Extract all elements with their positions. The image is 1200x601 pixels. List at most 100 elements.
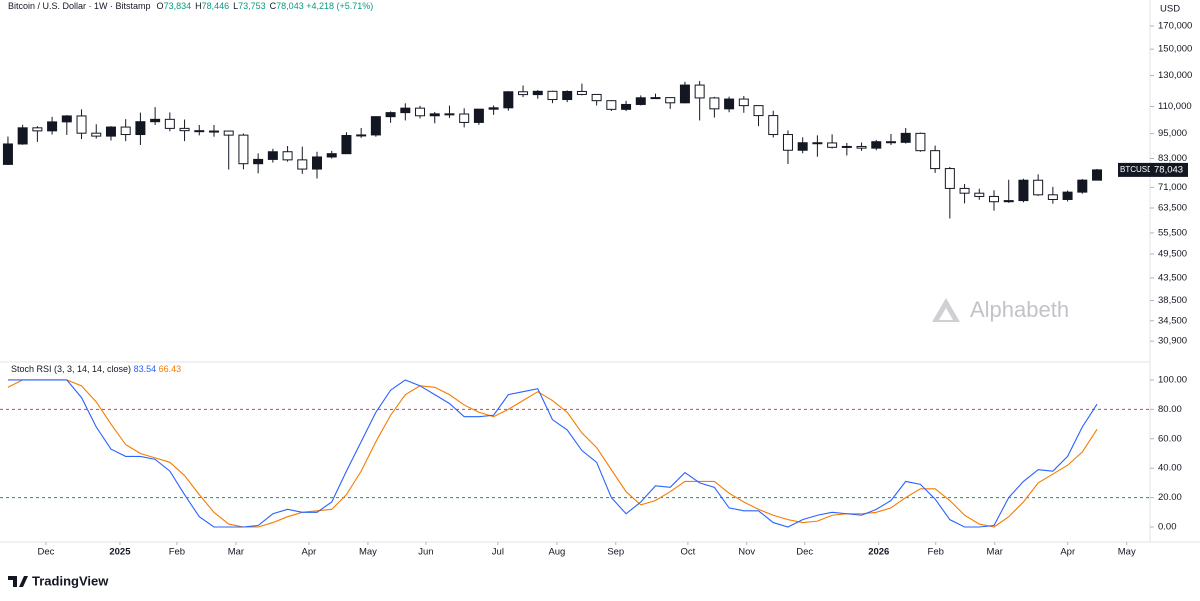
candle-body — [974, 192, 985, 197]
y-tick-label: 60.00 — [1158, 433, 1182, 444]
candle-body — [253, 158, 264, 165]
candle-body — [944, 168, 955, 189]
price-tag-label: 78,043 — [1154, 164, 1183, 175]
candle-body — [91, 132, 102, 137]
ohlc-label: L — [233, 1, 238, 11]
price-tag-symbol: BTCUSD — [1120, 165, 1153, 174]
candle-body — [547, 90, 558, 101]
candle-body — [635, 97, 646, 105]
candle-body — [650, 97, 661, 100]
series-line — [7, 379, 1098, 528]
candle-body — [988, 195, 999, 203]
candle-body — [488, 107, 499, 110]
candle-body — [827, 142, 838, 148]
candle-body — [2, 143, 13, 165]
candle-body — [223, 130, 234, 136]
candle-body — [959, 187, 970, 194]
price-tag-box — [1150, 162, 1188, 177]
candle-body — [17, 127, 28, 145]
x-tick-label: 2025 — [109, 547, 131, 558]
candle-body — [282, 151, 293, 161]
x-tick-label: Dec — [37, 547, 54, 558]
x-tick-label: Apr — [1060, 547, 1075, 558]
candle-body — [503, 91, 514, 109]
candle-body — [591, 93, 602, 102]
candle-body — [738, 98, 749, 107]
candle-body — [885, 141, 896, 144]
ohlc-value: 73,753 — [238, 1, 266, 11]
footer-logo: TradingView — [8, 573, 109, 588]
candle-body — [32, 127, 43, 132]
candle-body — [900, 132, 911, 143]
candle-body — [797, 142, 808, 151]
candle-body — [709, 97, 720, 110]
y-tick-label: 80.00 — [1158, 404, 1182, 415]
candle-body — [753, 105, 764, 117]
candle-body — [312, 156, 323, 170]
y-tick-label: 20.00 — [1158, 492, 1182, 503]
y-tick-label: 49,500 — [1158, 249, 1187, 260]
candle-body — [812, 142, 823, 145]
x-tick-label: Feb — [928, 547, 944, 558]
ohlc-value: 78,446 — [202, 1, 230, 11]
ohlc-label: C — [270, 1, 277, 11]
candle-body — [1003, 200, 1014, 203]
x-tick-label: Aug — [548, 547, 565, 558]
y-tick-label: 34,500 — [1158, 315, 1187, 326]
watermark-text: Alphabeth — [970, 297, 1069, 322]
x-tick-label: 2026 — [868, 547, 889, 558]
candle-body — [841, 145, 852, 148]
k-value: 83.54 — [134, 364, 157, 374]
y-tick-label: 30,900 — [1158, 336, 1187, 347]
candle-body — [871, 141, 882, 149]
candle-body — [135, 121, 146, 136]
candle-body — [782, 134, 793, 151]
candle-body — [356, 134, 367, 137]
candle-body — [665, 97, 676, 104]
y-tick-label: 63,500 — [1158, 203, 1187, 214]
x-tick-label: Nov — [738, 547, 755, 558]
candle-body — [621, 103, 632, 110]
candle-body — [724, 98, 735, 110]
candle-body — [532, 90, 543, 96]
candle-body — [1018, 179, 1029, 202]
candle-body — [179, 127, 190, 132]
candle-body — [326, 153, 337, 158]
watermark: Alphabeth — [932, 297, 1069, 322]
candle-body — [606, 100, 617, 110]
candle-body — [208, 130, 219, 133]
candle-body — [370, 116, 381, 136]
candle-body — [238, 134, 249, 165]
ohlc-value: 78,043 — [276, 1, 304, 11]
candle-body — [576, 90, 587, 95]
ohlc: O73,834 H78,446 L73,753 C78,043 — [157, 1, 304, 11]
candle-body — [518, 91, 529, 96]
watermark-icon — [932, 298, 960, 322]
ohlc-label: H — [195, 1, 202, 11]
candle-body — [1062, 191, 1073, 200]
candle-body — [694, 84, 705, 99]
candle-body — [856, 145, 867, 149]
y-tick-label: 150,000 — [1158, 44, 1192, 55]
x-tick-label: Jun — [418, 547, 433, 558]
candle-body — [385, 112, 396, 118]
candle-body — [194, 130, 205, 133]
d-value: 66.43 — [159, 364, 182, 374]
x-tick-label: Oct — [680, 547, 695, 558]
symbol-title: Bitcoin / U.S. Dollar · 1W · Bitstamp — [8, 1, 151, 11]
unit-label: USD — [1160, 4, 1180, 15]
candle-body — [105, 126, 116, 137]
y-tick-label: 55,500 — [1158, 227, 1187, 238]
candle-body — [1047, 194, 1058, 200]
candle-body — [164, 118, 175, 129]
y-tick-label: 130,000 — [1158, 70, 1192, 81]
candle-body — [1033, 179, 1044, 196]
x-tick-label: May — [359, 547, 377, 558]
x-tick-label: Mar — [987, 547, 1003, 558]
candle-body — [444, 113, 455, 116]
y-tick-label: 110,000 — [1158, 101, 1192, 112]
candle-body — [768, 115, 779, 136]
candle-body — [679, 84, 690, 104]
candle-body — [415, 107, 426, 117]
x-tick-label: Jul — [492, 547, 504, 558]
